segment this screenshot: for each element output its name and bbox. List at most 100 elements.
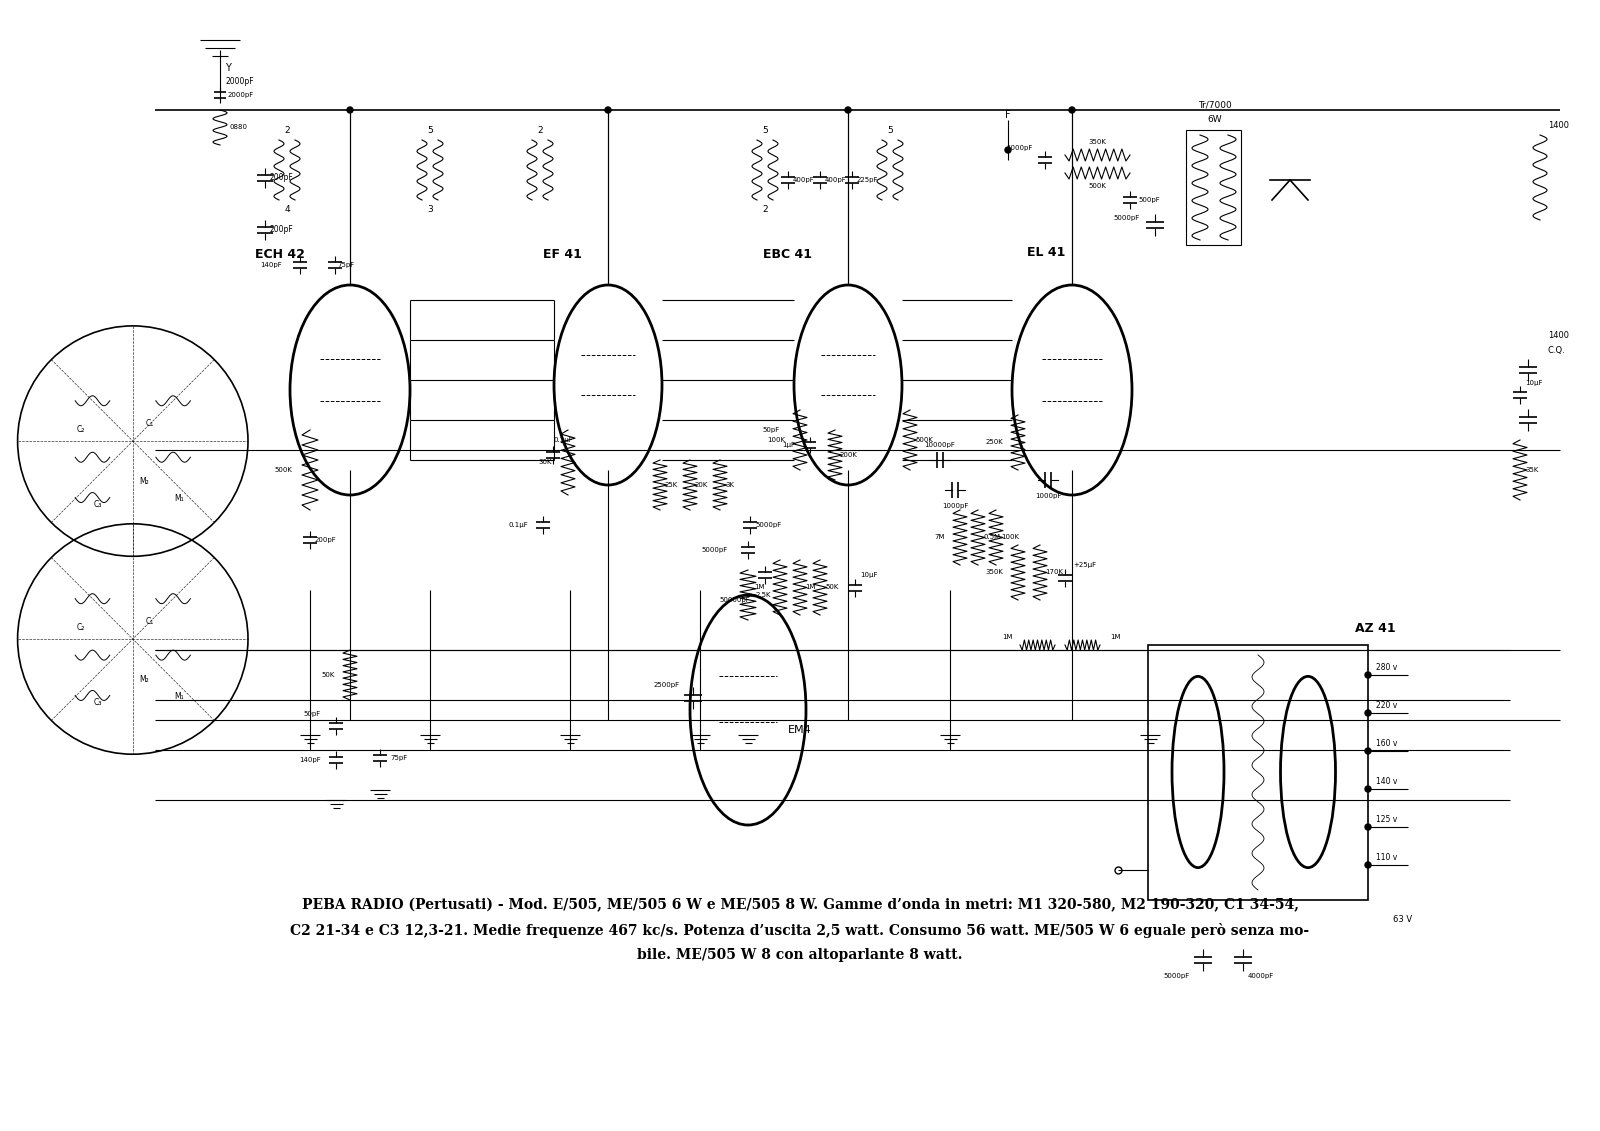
Text: 0.1µF: 0.1µF <box>554 437 573 443</box>
Text: 20K: 20K <box>694 482 709 487</box>
Text: 5: 5 <box>886 126 893 135</box>
Circle shape <box>347 107 354 113</box>
Text: 50pF: 50pF <box>304 711 322 717</box>
Text: 125 v: 125 v <box>1376 815 1397 824</box>
Bar <box>1186 130 1242 245</box>
Text: 10µF: 10µF <box>1525 380 1542 386</box>
Text: C₂: C₂ <box>77 623 85 632</box>
Text: 350K: 350K <box>1088 139 1106 145</box>
Text: 200pF: 200pF <box>315 537 336 543</box>
Text: 2500pF: 2500pF <box>654 682 680 688</box>
Text: 140pF: 140pF <box>261 262 282 268</box>
Text: 50K: 50K <box>826 584 838 590</box>
Text: 5: 5 <box>427 126 434 135</box>
Text: ECH 42: ECH 42 <box>254 249 306 261</box>
Text: 170K: 170K <box>1045 569 1062 575</box>
Text: 160 v: 160 v <box>1376 740 1397 749</box>
Text: 50pF: 50pF <box>763 428 781 433</box>
Text: 63 V: 63 V <box>1394 915 1413 924</box>
Text: 25K: 25K <box>666 482 678 487</box>
Circle shape <box>1005 147 1011 153</box>
Text: 3K: 3K <box>725 482 734 487</box>
Text: M₂: M₂ <box>139 477 149 486</box>
Text: EBC 41: EBC 41 <box>763 249 813 261</box>
Text: 2000pF: 2000pF <box>229 92 254 98</box>
Text: 4000pF: 4000pF <box>1248 973 1274 979</box>
Text: 0.5M: 0.5M <box>982 534 1000 539</box>
Text: M₁: M₁ <box>174 692 184 701</box>
Text: C₁: C₁ <box>146 420 154 429</box>
Bar <box>1149 645 1368 900</box>
Text: 50000pF: 50000pF <box>720 597 750 603</box>
Text: 1M: 1M <box>805 584 816 590</box>
Text: 10000pF: 10000pF <box>925 442 955 448</box>
Circle shape <box>1365 710 1371 716</box>
Text: C2 21-34 e C3 12,3-21. Medie frequenze 467 kc/s. Potenza d’uscita 2,5 watt. Cons: C2 21-34 e C3 12,3-21. Medie frequenze 4… <box>291 923 1309 938</box>
Text: 225pF: 225pF <box>858 176 878 183</box>
Text: 110 v: 110 v <box>1376 854 1397 863</box>
Text: F: F <box>1005 110 1011 120</box>
Text: 5000pF: 5000pF <box>755 523 781 528</box>
Text: 0880: 0880 <box>230 124 248 130</box>
Text: 140pF: 140pF <box>299 757 322 763</box>
Text: 1400: 1400 <box>1549 330 1570 339</box>
Text: 500K: 500K <box>1088 183 1106 189</box>
Text: 5000pF: 5000pF <box>1163 973 1190 979</box>
Text: 350K: 350K <box>986 569 1003 575</box>
Text: 400pF: 400pF <box>794 176 814 183</box>
Text: 75pF: 75pF <box>390 756 408 761</box>
Text: 200pF: 200pF <box>270 225 294 234</box>
Text: 1µF: 1µF <box>782 442 795 448</box>
Text: 500K: 500K <box>274 467 291 473</box>
Text: M₁: M₁ <box>174 494 184 503</box>
Text: 100K: 100K <box>766 437 786 443</box>
Text: 100K: 100K <box>1002 534 1019 539</box>
Text: bile. ME/505 W 8 con altoparlante 8 watt.: bile. ME/505 W 8 con altoparlante 8 watt… <box>637 948 963 962</box>
Text: 35K: 35K <box>1525 467 1538 473</box>
Text: 1000pF: 1000pF <box>942 503 968 509</box>
Text: 3: 3 <box>427 205 434 214</box>
Text: C₂: C₂ <box>77 425 85 434</box>
Circle shape <box>605 107 611 113</box>
Text: 250K: 250K <box>986 439 1003 444</box>
Text: 4: 4 <box>285 205 290 214</box>
Text: EL 41: EL 41 <box>1027 245 1066 259</box>
Circle shape <box>1365 786 1371 792</box>
Text: 5000pF: 5000pF <box>702 547 728 553</box>
Text: 50K: 50K <box>322 672 334 677</box>
Text: 1400: 1400 <box>1549 121 1570 130</box>
Text: 5000pF: 5000pF <box>1114 215 1139 221</box>
Text: 220 v: 220 v <box>1376 701 1397 710</box>
Circle shape <box>1365 672 1371 677</box>
Text: C.Q.: C.Q. <box>1549 345 1566 354</box>
Text: 2.5K: 2.5K <box>757 592 771 598</box>
Text: EM4: EM4 <box>787 725 811 735</box>
Text: C₁: C₁ <box>146 618 154 627</box>
Text: C₃: C₃ <box>94 500 102 509</box>
Text: 2: 2 <box>762 205 768 214</box>
Text: PEBA RADIO (Pertusati) - Mod. E/505, ME/505 6 W e ME/505 8 W. Gamme d’onda in me: PEBA RADIO (Pertusati) - Mod. E/505, ME/… <box>301 898 1299 912</box>
Circle shape <box>1365 824 1371 830</box>
Text: AZ 41: AZ 41 <box>1355 622 1395 634</box>
Text: 1M: 1M <box>755 584 765 590</box>
Text: 10µF: 10µF <box>861 572 877 578</box>
Text: 200K: 200K <box>840 452 858 458</box>
Text: Tr/7000: Tr/7000 <box>1198 101 1232 110</box>
Text: C₃: C₃ <box>94 698 102 707</box>
Text: 30K: 30K <box>539 459 552 465</box>
Text: 1000pF: 1000pF <box>1006 145 1034 152</box>
Text: 2: 2 <box>285 126 290 135</box>
Text: 75pF: 75pF <box>338 262 354 268</box>
Text: 140 v: 140 v <box>1376 777 1397 786</box>
Text: M₂: M₂ <box>139 675 149 684</box>
Text: 1000pF: 1000pF <box>1035 493 1061 499</box>
Text: Y: Y <box>226 63 230 74</box>
Text: +25µF: +25µF <box>1074 562 1096 568</box>
Text: 1M: 1M <box>1003 634 1013 640</box>
Text: 400pF: 400pF <box>826 176 846 183</box>
Text: 6W: 6W <box>1208 115 1222 124</box>
Text: 2: 2 <box>538 126 542 135</box>
Circle shape <box>1365 748 1371 754</box>
Circle shape <box>1069 107 1075 113</box>
Text: 500K: 500K <box>915 437 933 443</box>
